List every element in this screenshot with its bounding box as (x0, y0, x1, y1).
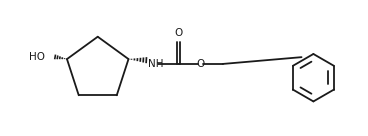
Text: O: O (174, 28, 183, 38)
Text: O: O (196, 59, 204, 69)
Text: NH: NH (148, 59, 164, 69)
Text: HO: HO (29, 52, 45, 62)
